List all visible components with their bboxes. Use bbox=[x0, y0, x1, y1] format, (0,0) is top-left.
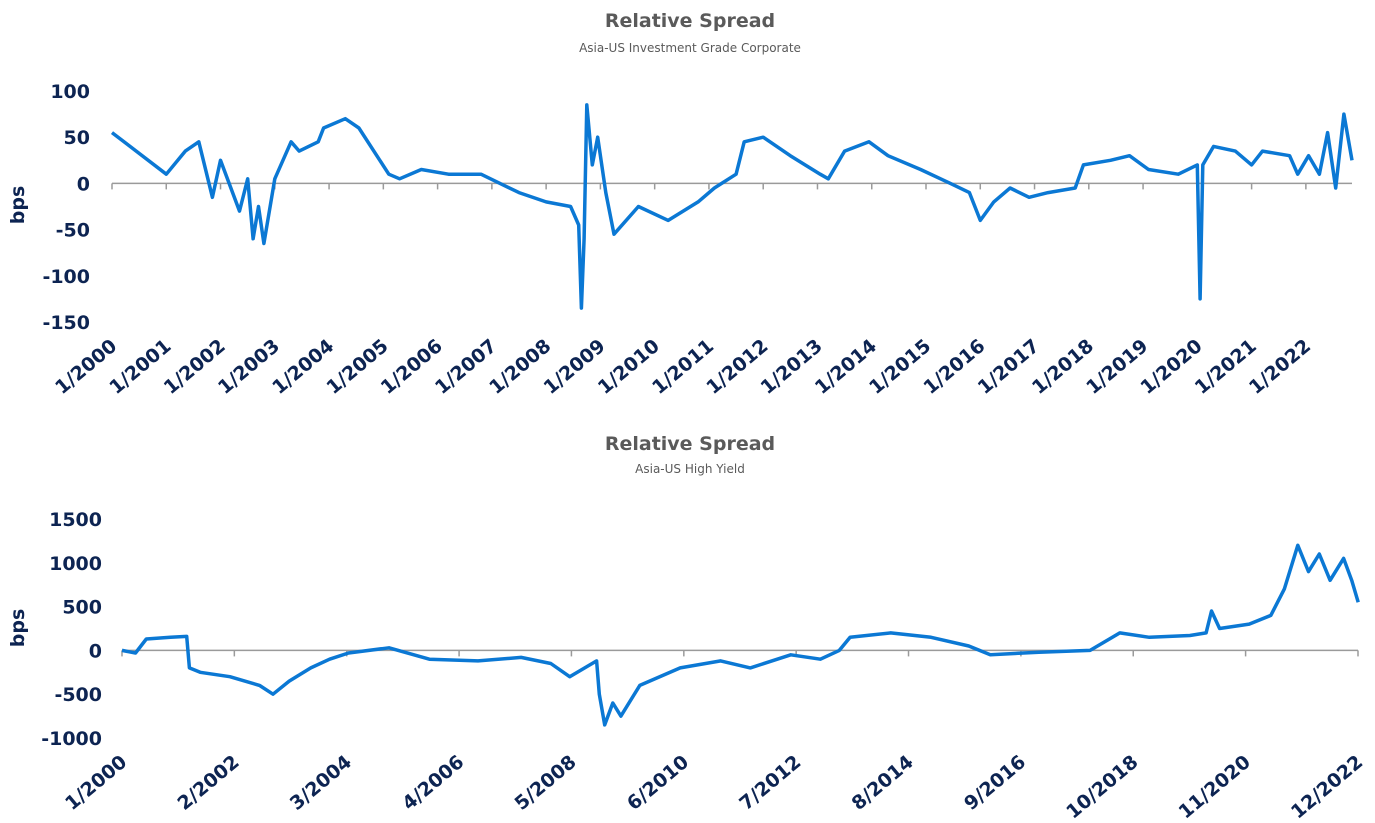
x-tick-label: 4/2006 bbox=[398, 751, 468, 815]
x-tick-label: 5/2008 bbox=[511, 751, 581, 815]
data-line bbox=[110, 103, 1354, 310]
y-tick-label: 1000 bbox=[49, 553, 102, 575]
y-tick-label: -50 bbox=[56, 220, 90, 242]
y-tick-label: 0 bbox=[89, 640, 102, 662]
chart-title: Relative Spread bbox=[605, 10, 775, 32]
x-tick-label: 8/2014 bbox=[848, 751, 918, 815]
x-tick-label: 10/2018 bbox=[1062, 751, 1142, 823]
x-tick-label: 1/2022 bbox=[1245, 335, 1315, 399]
x-tick-label: 12/2022 bbox=[1287, 751, 1367, 823]
x-tick-label: 7/2012 bbox=[735, 751, 805, 815]
x-tick-label: 3/2004 bbox=[286, 751, 356, 815]
chart-title: Relative Spread bbox=[605, 433, 775, 455]
y-tick-label: -150 bbox=[42, 312, 90, 334]
y-tick-label: -500 bbox=[54, 684, 102, 706]
x-tick-label: 11/2020 bbox=[1175, 751, 1255, 823]
y-axis-label: bps bbox=[7, 186, 29, 225]
x-tick-label: 9/2016 bbox=[960, 751, 1030, 815]
chart-subtitle: Asia-US High Yield bbox=[635, 462, 745, 476]
x-tick-label: 2/2002 bbox=[173, 751, 243, 815]
y-axis-label: bps bbox=[7, 609, 29, 648]
y-tick-label: 50 bbox=[64, 127, 90, 149]
y-tick-label: 500 bbox=[62, 597, 102, 619]
x-tick-label: 6/2010 bbox=[623, 751, 693, 815]
y-tick-label: 100 bbox=[50, 81, 90, 103]
chart-subtitle: Asia-US Investment Grade Corporate bbox=[579, 41, 801, 55]
y-tick-label: -1000 bbox=[41, 728, 102, 750]
y-tick-label: 0 bbox=[77, 173, 90, 195]
data-line bbox=[121, 543, 1360, 727]
y-tick-label: 1500 bbox=[49, 509, 102, 531]
y-tick-label: -100 bbox=[42, 266, 90, 288]
x-tick-label: 1/2000 bbox=[61, 751, 131, 815]
